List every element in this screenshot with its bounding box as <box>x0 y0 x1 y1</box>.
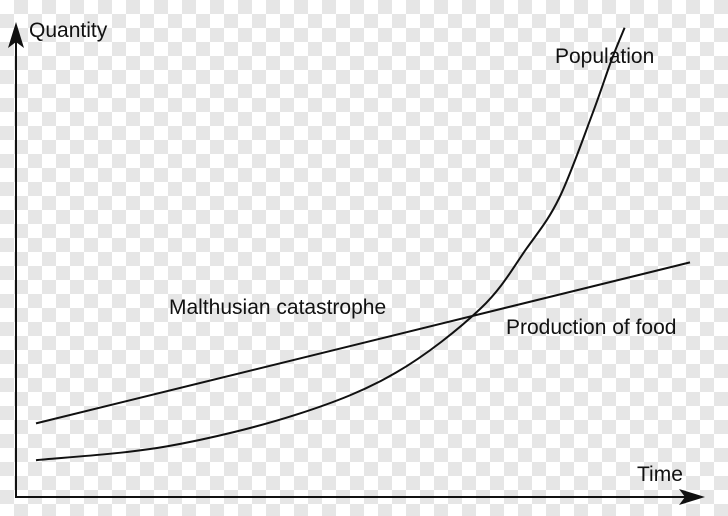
series-layer <box>35 27 691 462</box>
series-label-production-of-food: Production of food <box>506 316 676 339</box>
x-axis-arrow <box>679 489 705 505</box>
annotation-malthusian-catastrophe: Malthusian catastrophe <box>169 296 386 319</box>
series-line-population <box>35 27 626 462</box>
y-axis-label: Quantity <box>29 19 108 42</box>
y-axis-arrow <box>8 22 24 48</box>
x-axis-label: Time <box>637 463 683 486</box>
axes <box>8 22 705 505</box>
series-label-population: Population <box>555 45 654 68</box>
series-line-production-of-food <box>35 261 691 425</box>
